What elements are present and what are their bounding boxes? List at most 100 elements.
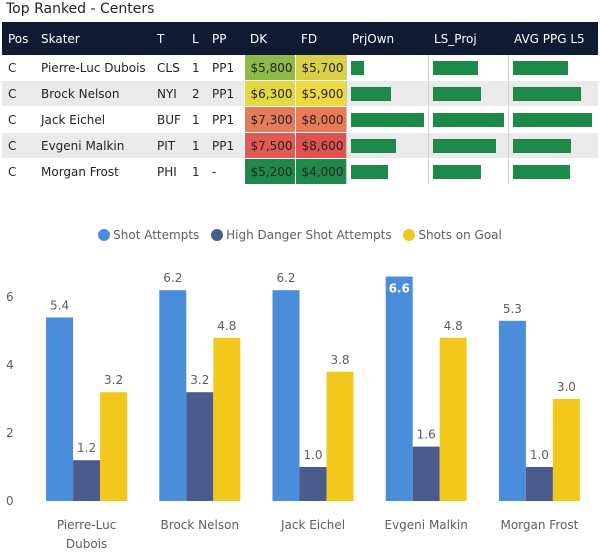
bar-chart: 0 2 4 6 5.4 1.2 3.2 Pierre-Luc Dubois 6.2 3.2 4.8 Br… [6,271,580,551]
cell-fd-salary: $8,000 [294,106,346,133]
cell-ls-proj-bar [427,106,508,133]
x-tick-label: Evgeni Malkin [385,518,468,532]
table-row[interactable]: C Brock Nelson NYI 2 PP1 $6,300 $5,900 [2,80,598,107]
cell-pos: C [2,132,35,159]
header-pp[interactable]: PP [206,22,244,55]
data-label: 1.6 [417,428,436,442]
legend-item-high-danger[interactable]: High Danger Shot Attempts [211,228,392,242]
data-bar [432,112,504,127]
bar-shot-attempts [385,276,413,501]
data-label: 6.6 [389,282,410,296]
y-tick-label: 2 [6,426,14,440]
cell-dk-salary: $6,300 [243,80,295,107]
chart-legend: Shot Attempts High Danger Shot Attempts … [0,228,600,242]
cell-prjown-bar [345,80,428,107]
header-ls-proj[interactable]: LS_Proj [428,22,508,55]
cell-fd-salary: $4,000 [294,158,346,185]
bar-shots-on-goal [439,337,467,501]
legend-dot [403,229,416,241]
data-label: 3.2 [190,373,209,387]
bar-high-danger-shot-attempts [186,392,214,501]
data-bar [432,164,482,179]
header-line[interactable]: L [186,22,206,55]
header-skater[interactable]: Skater [35,22,151,55]
cell-pos: C [2,80,35,107]
table-row[interactable]: C Morgan Frost PHI 1- $5,200 $4,000 [2,158,598,185]
header-fd[interactable]: FD [295,22,346,55]
cell-avg-ppg-bar [507,55,598,81]
legend-label: Shot Attempts [113,228,200,242]
cell-pos: C [2,55,35,81]
legend-label: Shots on Goal [418,228,502,242]
header-dk[interactable]: DK [244,22,295,55]
data-bar [512,164,570,179]
cell-dk-salary: $5,200 [243,158,295,185]
cell-fd-salary: $5,900 [294,80,346,107]
data-bar [432,86,482,101]
data-bar [350,112,424,127]
cell-avg-ppg-bar [507,80,598,107]
data-label: 3.2 [104,373,123,387]
cell-pos: C [2,106,35,133]
y-tick-label: 4 [6,358,14,372]
cell-avg-ppg-bar [507,158,598,185]
data-label: 5.3 [503,302,522,316]
cell-team: CLS [151,55,186,81]
legend-item-shot-attempts[interactable]: Shot Attempts [98,228,199,242]
data-label: 6.2 [276,271,295,285]
bar-shot-attempts [498,320,526,501]
data-label: 1.2 [77,441,96,455]
data-label: 4.8 [444,319,463,333]
table-row[interactable]: C Jack Eichel BUF 1 PP1 $7,300 $8,000 [2,106,598,133]
cell-skater: Jack Eichel [35,106,151,133]
x-tick-label: Jack Eichel [280,518,345,532]
x-tick-label: Pierre-Luc [57,518,116,532]
data-label: 1.0 [303,448,322,462]
cell-team: BUF [151,106,186,133]
cell-prjown-bar [345,106,428,133]
data-bar [432,60,478,75]
table-row[interactable]: C Evgeni Malkin PIT 1 PP1 $7,500 $8,600 [2,132,598,159]
cell-avg-ppg-bar [507,132,598,159]
data-label: 3.8 [330,353,349,367]
bar-shots-on-goal [213,337,241,501]
cell-pp: PP1 [206,106,244,133]
cell-prjown-bar [345,158,428,185]
y-tick-label: 6 [6,290,14,304]
legend-label: High Danger Shot Attempts [226,228,392,242]
cell-line: 1 [186,106,206,133]
data-bar [350,164,388,179]
cell-team: NYI [151,80,186,107]
cell-ls-proj-bar [427,80,508,107]
x-tick-label: Brock Nelson [161,518,240,532]
cell-ls-proj-bar [427,55,508,81]
cell-line: 1 [186,158,206,185]
data-bar [350,60,365,75]
bar-high-danger-shot-attempts [73,460,101,501]
cell-prjown-bar [345,55,428,81]
legend-item-shots-on-goal[interactable]: Shots on Goal [403,228,502,242]
cell-fd-salary: $5,700 [294,55,346,81]
table-row[interactable]: C Pierre-Luc Dubois CLS 1 PP1 $5,800 $5,700 [2,55,598,81]
header-prjown[interactable]: PrjOwn [346,22,428,55]
header-pos[interactable]: Pos [2,22,35,55]
header-team[interactable]: T [151,22,186,55]
data-label: 5.4 [50,298,69,312]
cell-pp: PP1 [206,80,244,107]
data-bar [432,138,496,153]
bar-shot-attempts [159,290,187,501]
cell-skater: Pierre-Luc Dubois [35,55,151,81]
bar-shot-attempts [272,290,300,501]
data-bar [512,86,581,101]
header-avg-ppg[interactable]: AVG PPG L5 [508,22,598,55]
data-bar [512,138,572,153]
bar-high-danger-shot-attempts [525,467,553,501]
cell-dk-salary: $7,300 [243,106,295,133]
cell-pp: PP1 [206,55,244,81]
cell-team: PIT [151,132,186,159]
data-bar [350,138,396,153]
bar-shots-on-goal [326,371,354,501]
data-label: 3.0 [557,380,576,394]
cell-line: 1 [186,55,206,81]
data-label: 4.8 [217,319,236,333]
